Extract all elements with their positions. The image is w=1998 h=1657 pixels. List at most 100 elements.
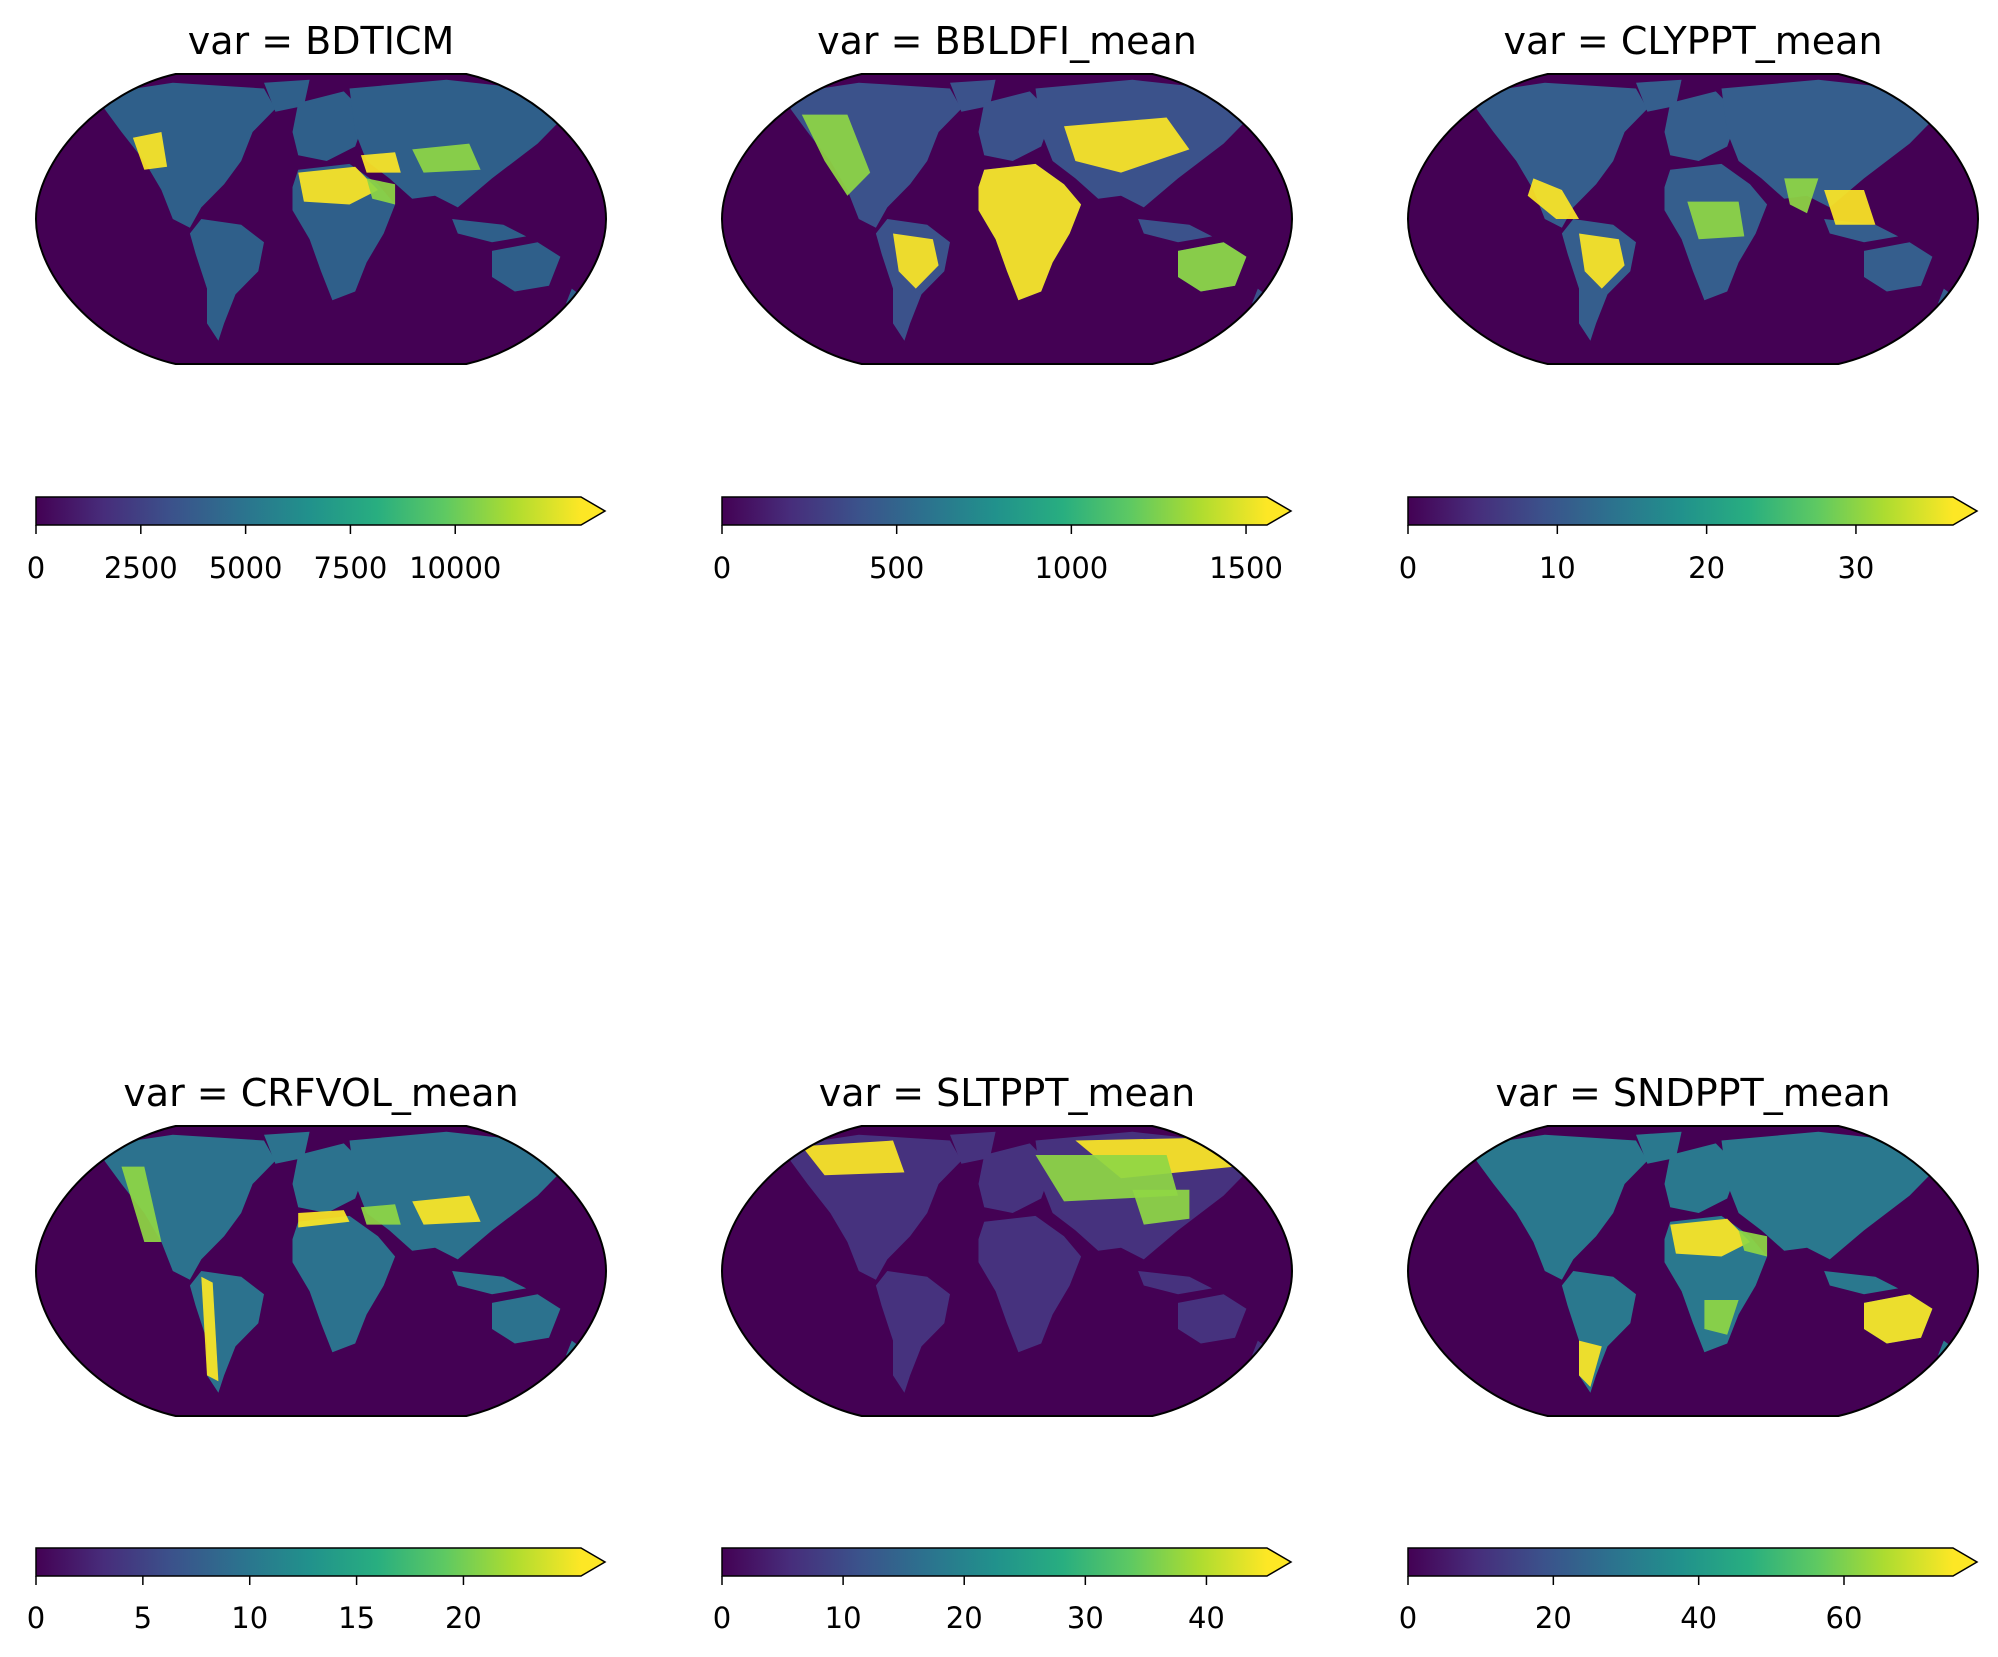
high-value-region [298, 166, 378, 205]
colorbar-tick-label: 2500 [104, 551, 178, 585]
colorbar-tick-label: 15 [338, 1601, 375, 1635]
colorbar-tick-label: 10000 [409, 551, 501, 585]
colorbar-frame [1407, 496, 1979, 526]
map-land [104, 1131, 584, 1393]
colorbar-extend-arrow [1953, 497, 1977, 525]
continent-north-america [104, 82, 276, 228]
map-outline [34, 1125, 608, 1417]
continent-indonesia [452, 1271, 527, 1295]
panel-title: var = BDTICM [188, 19, 454, 63]
map-outline [720, 73, 1294, 365]
high-value-region [978, 163, 1082, 301]
map-panel: var = SLTPPT_mean 0 10 20 30 40 [713, 1071, 1294, 1635]
high-value-region [1738, 1230, 1768, 1257]
colorbar-tick-label: 10 [1539, 551, 1576, 585]
colorbar-tick-label: 60 [1826, 1601, 1863, 1635]
high-value-region [360, 1204, 401, 1225]
colorbar-tick-label: 5 [134, 1601, 152, 1635]
continent-indonesia [1824, 1271, 1899, 1295]
continent-europe [1664, 91, 1739, 161]
high-value-region [1064, 117, 1190, 173]
panel-title: var = CLYPPT_mean [1503, 19, 1882, 63]
colorbar-extend-arrow [581, 497, 605, 525]
colorbar: 0 10 20 30 40 [713, 1547, 1293, 1635]
continent-africa [978, 1215, 1082, 1353]
map-panel: var = SNDPPT_mean 0 20 40 60 [1399, 1071, 1980, 1635]
continent-asia [1721, 1131, 1944, 1260]
continent-europe [292, 91, 367, 161]
colorbar-tick-label: 0 [713, 1601, 731, 1635]
colorbar-tick-label: 0 [27, 551, 45, 585]
colorbar-tick-label: 40 [1680, 1601, 1717, 1635]
high-value-region [801, 114, 871, 196]
high-value-region [366, 178, 396, 205]
map-panel: var = BBLDFI_mean 0 500 1000 1500 [713, 19, 1294, 585]
colorbar-tick-label: 7500 [314, 551, 388, 585]
continent-africa [292, 1215, 396, 1353]
high-value-region [1824, 190, 1876, 225]
colorbar-tick-label: 20 [946, 1601, 983, 1635]
continent-indonesia [1138, 1271, 1213, 1295]
colorbar-gradient [722, 1548, 1267, 1576]
colorbar-gradient [1408, 1548, 1953, 1576]
colorbar-tick-label: 0 [713, 551, 731, 585]
map-panel: var = BDTICM 0 2500 5000 7500 10000 [27, 19, 608, 585]
high-value-region [132, 132, 168, 170]
panel-title: var = SNDPPT_mean [1495, 1071, 1890, 1115]
colorbar-tick-label: 30 [1067, 1601, 1104, 1635]
panel-title: var = CRFVOL_mean [123, 1071, 518, 1115]
continent-australia [1864, 242, 1933, 292]
high-value-region [201, 1276, 219, 1382]
high-value-region [1527, 178, 1579, 219]
map-panel: var = CRFVOL_mean 0 5 10 15 20 [27, 1071, 608, 1635]
colorbar-tick-label: 0 [1399, 551, 1417, 585]
high-value-region [412, 143, 481, 173]
continent-europe [978, 1143, 1053, 1213]
high-value-region [121, 1166, 162, 1242]
high-value-region [1579, 1340, 1602, 1387]
colorbar-frame [35, 1547, 607, 1577]
colorbar-tick-label: 0 [1399, 1601, 1417, 1635]
high-value-region [298, 1210, 350, 1228]
continent-australia [492, 242, 561, 292]
panel-title: var = BBLDFI_mean [817, 19, 1197, 63]
map-panel: var = CLYPPT_mean 0 10 20 30 [1399, 19, 1980, 585]
map-outline [34, 73, 608, 365]
map-land [104, 79, 584, 341]
colorbar: 0 5 10 15 20 [27, 1547, 607, 1635]
colorbar-gradient [36, 1548, 581, 1576]
map-outline [1406, 73, 1980, 365]
continent-australia [1178, 1294, 1247, 1344]
high-value-region [1687, 201, 1745, 240]
colorbar-extend-arrow [1267, 497, 1291, 525]
map-outline [1406, 1125, 1980, 1417]
continent-north-america [1476, 1134, 1648, 1280]
colorbar-gradient [1408, 497, 1953, 525]
high-value-region [893, 233, 939, 289]
colorbar-frame [1407, 1547, 1979, 1577]
colorbar-frame [35, 496, 607, 526]
high-value-region [1132, 1189, 1190, 1225]
continent-south-america [189, 219, 264, 341]
continent-asia [349, 1131, 572, 1260]
map-land [790, 1131, 1270, 1393]
map-land [1476, 1131, 1956, 1393]
continent-australia [492, 1294, 561, 1344]
colorbar-frame [721, 1547, 1293, 1577]
colorbar-tick-label: 10 [231, 1601, 268, 1635]
high-value-region [360, 152, 401, 173]
colorbar: 0 20 40 60 [1399, 1547, 1979, 1635]
panel-title: var = SLTPPT_mean [819, 1071, 1195, 1115]
colorbar: 0 500 1000 1500 [713, 496, 1293, 585]
continent-south-america [875, 1271, 950, 1393]
colorbar: 0 10 20 30 [1399, 496, 1979, 585]
colorbar-frame [721, 496, 1293, 526]
continent-asia [349, 79, 572, 208]
colorbar-tick-label: 0 [27, 1601, 45, 1635]
continent-europe [292, 1143, 367, 1213]
colorbar-gradient [722, 497, 1267, 525]
colorbar-tick-label: 1500 [1209, 551, 1283, 585]
high-value-region [412, 1195, 481, 1225]
colorbar-tick-label: 30 [1837, 551, 1874, 585]
